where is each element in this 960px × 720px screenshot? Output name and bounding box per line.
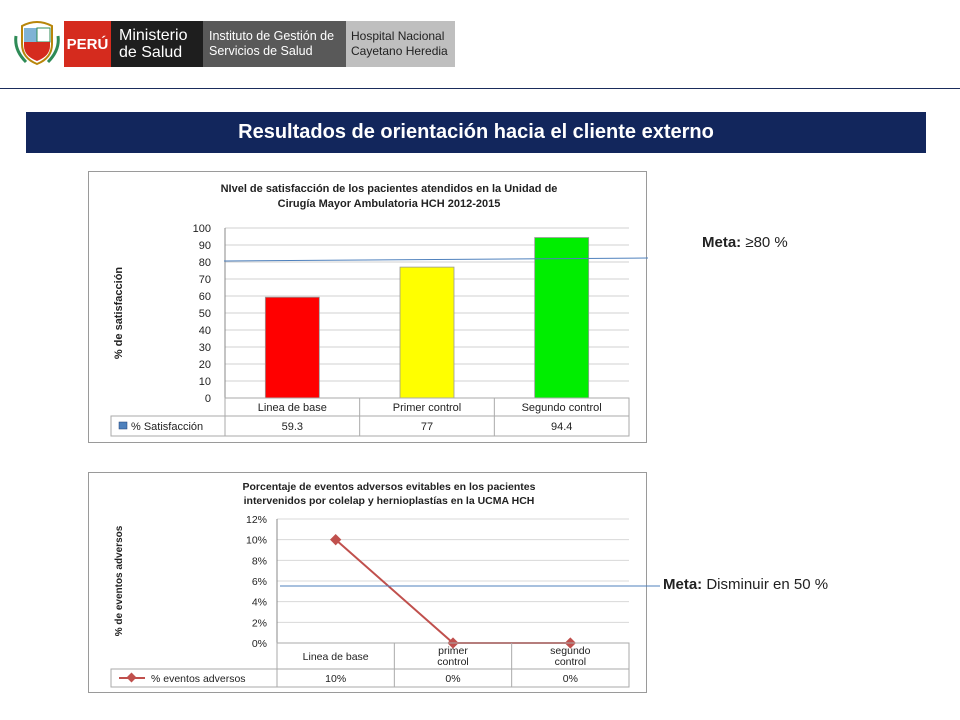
chart1-ytick-label: 80 [199,257,211,269]
chart1-bar [264,296,320,399]
institute-label: Instituto de Gestión de Servicios de Sal… [203,21,346,67]
chart2-value-label: 0% [445,673,460,685]
chart1-ytick-label: 40 [199,325,211,337]
chart2-category-label: segundo control [550,645,590,668]
chart2-ytick-label: 10% [246,535,267,547]
chart1-ytick-label: 60 [199,291,211,303]
coat-of-arms-icon [14,21,60,66]
chart1-ytick-label: 90 [199,240,211,252]
institute-line1: Instituto de Gestión de [209,29,335,43]
meta2-value: Disminuir en 50 % [706,576,829,593]
target-line-satisfaction [223,257,649,262]
chart2-value-label: 10% [325,673,346,685]
chart1-value-label: 59.3 [282,421,303,433]
hospital-line2: Cayetano Heredia [351,44,448,58]
chart2-category-label: Linea de base [303,651,369,663]
chart2-ytick-label: 0% [252,638,267,650]
chart1-ylabel: % de satisfacción [113,267,125,360]
satisfaction-chart-svg: NIvel de satisfacción de los pacientes a… [110,183,630,437]
chart1-category-label: Segundo control [522,402,602,414]
meta-adverse: Meta: Disminuir en 50 % [663,576,828,593]
chart1-ytick-label: 70 [199,274,211,286]
chart1-ytick-label: 50 [199,308,211,320]
ministry-line1: Ministerio [119,27,188,44]
chart2-series-label: % eventos adversos [151,673,246,685]
chart1-bar [534,237,590,399]
header-divider [0,88,960,89]
chart1-title-line2: Cirugía Mayor Ambulatoria HCH 2012-2015 [278,198,501,210]
chart1-category-label: Linea de base [258,402,327,414]
hospital-line1: Hospital Nacional [351,29,445,43]
chart2-ytick-label: 12% [246,514,267,526]
slide-title: Resultados de orientación hacia el clien… [26,112,926,153]
institute-line2: Servicios de Salud [209,44,313,58]
adverse-events-chart: Porcentaje de eventos adversos evitables… [88,472,647,693]
chart1-legend-swatch [118,421,128,430]
chart2-ytick-label: 6% [252,576,267,588]
chart1-title-line1: NIvel de satisfacción de los pacientes a… [221,183,558,195]
chart1-ytick-label: 100 [193,223,211,235]
chart1-bar [399,266,455,399]
chart2-title-line2: intervenidos por colelap y hernioplastía… [244,495,535,507]
slide-header: PERÚ Ministerio de Salud Instituto de Ge… [0,0,960,90]
chart2-title-line1: Porcentaje de eventos adversos evitables… [243,481,536,493]
chart2-category-label: primer control [437,645,469,668]
chart2-value-label: 0% [563,673,578,685]
peru-label: PERÚ [64,21,111,67]
meta1-label: Meta: [702,234,742,251]
chart1-ytick-label: 0 [205,393,211,405]
hospital-label: Hospital Nacional Cayetano Heredia [346,21,455,67]
chart2-ylabel: % de eventos adversos [114,525,125,636]
meta2-label: Meta: [663,576,703,593]
chart1-ytick-label: 10 [199,376,211,388]
chart1-ytick-label: 30 [199,342,211,354]
chart1-series-label: % Satisfacción [131,421,203,433]
meta1-value: ≥80 % [745,234,788,251]
ministry-label: Ministerio de Salud [111,21,203,67]
chart2-ytick-label: 2% [252,617,267,629]
chart1-value-label: 94.4 [551,421,572,433]
chart2-ytick-label: 8% [252,555,267,567]
adverse-events-chart-svg: Porcentaje de eventos adversos evitables… [110,481,630,688]
chart1-category-label: Primer control [393,402,461,414]
chart2-legend-marker [126,672,137,683]
chart2-ytick-label: 4% [252,597,267,609]
satisfaction-chart: NIvel de satisfacción de los pacientes a… [88,171,647,443]
chart1-ytick-label: 20 [199,359,211,371]
chart1-value-label: 77 [421,421,433,433]
meta-satisfaction: Meta: ≥80 % [702,234,788,251]
ministry-line2: de Salud [119,44,183,61]
